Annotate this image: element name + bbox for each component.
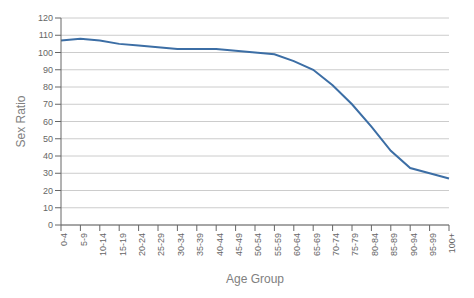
- svg-text:15-19: 15-19: [118, 233, 128, 256]
- svg-text:Age Group: Age Group: [226, 272, 284, 286]
- svg-text:10: 10: [43, 203, 53, 213]
- svg-text:45-49: 45-49: [234, 233, 244, 256]
- svg-text:60-64: 60-64: [292, 233, 302, 256]
- svg-text:65-69: 65-69: [312, 233, 322, 256]
- svg-text:30-34: 30-34: [176, 233, 186, 256]
- svg-text:60: 60: [43, 117, 53, 127]
- svg-text:0-4: 0-4: [59, 233, 69, 246]
- svg-text:Sex Ratio: Sex Ratio: [14, 95, 28, 147]
- svg-text:40-44: 40-44: [215, 233, 225, 256]
- svg-text:100: 100: [38, 48, 53, 58]
- svg-text:50: 50: [43, 134, 53, 144]
- svg-text:120: 120: [38, 13, 53, 23]
- svg-text:85-89: 85-89: [389, 233, 399, 256]
- svg-text:80-84: 80-84: [370, 233, 380, 256]
- svg-text:35-39: 35-39: [195, 233, 205, 256]
- svg-text:95-99: 95-99: [428, 233, 438, 256]
- svg-text:90: 90: [43, 65, 53, 75]
- svg-text:25-29: 25-29: [156, 233, 166, 256]
- svg-text:75-79: 75-79: [350, 233, 360, 256]
- svg-text:20-24: 20-24: [137, 233, 147, 256]
- svg-text:110: 110: [39, 30, 53, 40]
- svg-text:0: 0: [48, 220, 53, 230]
- svg-text:80: 80: [43, 82, 53, 92]
- svg-text:70-74: 70-74: [331, 233, 341, 256]
- svg-text:50-54: 50-54: [253, 233, 263, 256]
- svg-text:20: 20: [43, 186, 53, 196]
- svg-text:30: 30: [43, 168, 53, 178]
- svg-text:100+: 100+: [447, 233, 457, 253]
- svg-text:10-14: 10-14: [98, 233, 108, 256]
- svg-text:5-9: 5-9: [79, 233, 89, 246]
- svg-text:90-94: 90-94: [409, 233, 419, 256]
- svg-text:55-59: 55-59: [273, 233, 283, 256]
- svg-text:40: 40: [43, 151, 53, 161]
- svg-text:70: 70: [43, 99, 53, 109]
